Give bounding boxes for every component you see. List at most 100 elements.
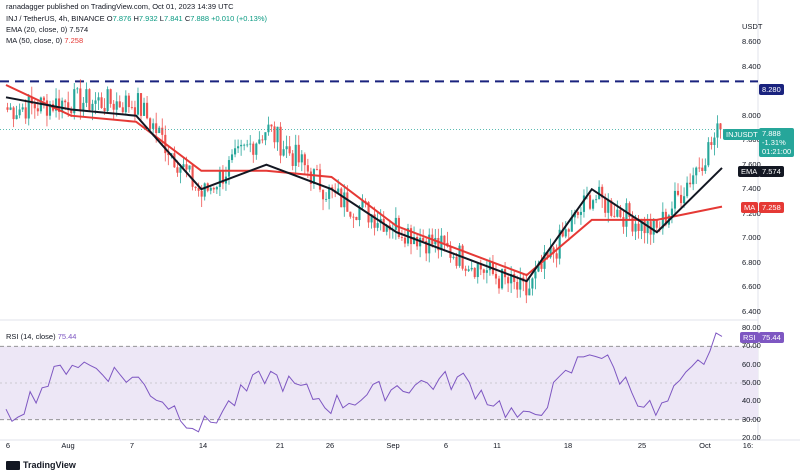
candle <box>488 262 491 271</box>
candle <box>349 211 352 217</box>
candle <box>70 110 73 114</box>
price-tick: 7.400 <box>742 184 761 194</box>
candle <box>376 223 379 228</box>
candle <box>482 269 485 273</box>
candle <box>695 167 698 176</box>
rsi-tick: 60.00 <box>742 359 761 369</box>
price-tag: 7.888 -1.31% 01:21:00 <box>759 128 795 157</box>
candle <box>182 164 185 168</box>
candle <box>331 187 334 191</box>
candle <box>6 107 9 110</box>
rsi-legend-label: RSI (14, close) <box>6 332 56 341</box>
candle <box>124 95 127 113</box>
candle <box>631 216 634 232</box>
price-tick: 6.800 <box>742 257 761 267</box>
candle <box>476 263 479 278</box>
open-label: O <box>106 14 113 23</box>
candle <box>607 200 610 213</box>
candle <box>328 187 331 199</box>
candle <box>240 144 243 147</box>
time-tick: 16: <box>742 441 754 450</box>
candle <box>230 154 234 161</box>
candle <box>309 171 312 184</box>
candle <box>212 187 215 190</box>
candle <box>191 165 194 187</box>
candle <box>719 123 722 130</box>
ma-tag-label: MA <box>741 202 759 213</box>
rsi-tag-value: 75.44 <box>759 332 784 343</box>
candle <box>573 211 576 218</box>
close-label: C <box>184 14 191 23</box>
rsi-tick: 40.00 <box>742 396 761 406</box>
candle <box>391 229 394 231</box>
candle <box>661 211 664 229</box>
candle <box>164 134 167 154</box>
candle <box>637 223 640 231</box>
candle <box>270 124 273 127</box>
tradingview-logo[interactable]: TradingView <box>6 460 76 470</box>
time-tick: Oct <box>699 441 711 450</box>
candle <box>701 167 704 171</box>
price-tick: 8.400 <box>742 61 761 71</box>
candle <box>39 97 42 112</box>
candle <box>58 98 61 112</box>
price-tag-box: INJUSDT <box>723 129 761 140</box>
ma50-line <box>5 84 723 277</box>
candle <box>218 170 221 187</box>
candle <box>437 237 440 251</box>
candle <box>564 229 567 237</box>
candle <box>707 142 710 166</box>
candle <box>698 167 701 169</box>
candle <box>149 118 152 129</box>
candle <box>61 100 64 112</box>
candle <box>452 256 455 258</box>
rsi-line <box>5 332 723 433</box>
candle <box>155 123 158 134</box>
candle <box>27 96 30 119</box>
candle <box>479 263 482 270</box>
candle <box>655 220 658 228</box>
candle <box>610 200 613 216</box>
candle <box>537 263 540 272</box>
candle <box>683 196 686 204</box>
candle <box>470 267 473 270</box>
change-value: +0.010 (+0.13%) <box>211 14 267 23</box>
ma-legend-label: MA (50, close, 0) <box>6 36 63 45</box>
rsi-tick: 30.00 <box>742 414 761 424</box>
candle <box>249 143 252 145</box>
candle <box>561 229 564 237</box>
candle <box>667 215 670 225</box>
candle <box>97 97 100 101</box>
candle <box>370 214 373 223</box>
candle <box>300 154 303 163</box>
time-tick: 11 <box>493 441 501 450</box>
candle <box>352 216 355 218</box>
candle <box>133 107 137 115</box>
candle <box>85 89 88 103</box>
candle <box>291 153 294 166</box>
rsi-tag-label: RSI <box>740 332 759 343</box>
candle <box>473 267 476 278</box>
candle <box>297 144 300 163</box>
candle <box>221 170 224 184</box>
candle <box>540 263 543 269</box>
candle <box>646 221 649 234</box>
candle <box>491 262 495 274</box>
candle <box>67 102 70 111</box>
ema20-line <box>5 96 723 283</box>
candle <box>598 186 601 200</box>
price-tag-symbol: INJUSDT <box>726 130 758 139</box>
candle <box>243 144 246 146</box>
candle <box>619 209 622 218</box>
candle <box>412 236 416 245</box>
candle <box>224 176 228 184</box>
resistance-tag: 8.280 <box>759 84 784 95</box>
candle <box>679 194 683 204</box>
low-value: 7.841 <box>163 14 183 23</box>
candle <box>158 127 161 134</box>
candle <box>334 190 337 193</box>
candle <box>464 268 467 271</box>
candle <box>346 192 349 212</box>
candle <box>203 183 206 197</box>
